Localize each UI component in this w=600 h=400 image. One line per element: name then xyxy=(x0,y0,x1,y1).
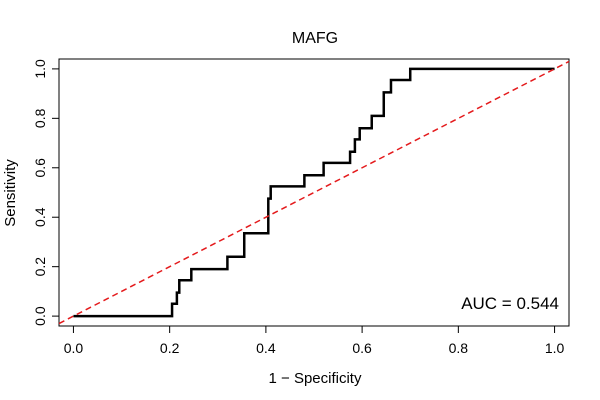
x-tick-label-3: 0.6 xyxy=(352,340,372,356)
x-tick-label-0: 0.0 xyxy=(64,340,84,356)
y-tick-label-2: 0.4 xyxy=(32,207,48,227)
plot-area: 0.0 0.2 0.4 0.6 0.8 1.0 0.0 0.2 0.4 0.6 0.8 1.0 xyxy=(32,58,570,356)
plot-frame xyxy=(58,58,570,327)
y-tick-label-3: 0.6 xyxy=(32,158,48,178)
x-tick-label-5: 1.0 xyxy=(545,340,565,356)
x-tick-label-4: 0.8 xyxy=(449,340,469,356)
y-tick-label-1: 0.2 xyxy=(32,257,48,277)
x-tick-label-2: 0.4 xyxy=(256,340,276,356)
roc-curve-line xyxy=(73,67,555,318)
y-tick-label-5: 1.0 xyxy=(32,59,48,79)
chart-title: MAFG xyxy=(292,30,338,47)
chance-line xyxy=(58,60,570,325)
auc-annotation: AUC = 0.544 xyxy=(461,294,559,313)
y-tick-label-4: 0.8 xyxy=(32,108,48,128)
x-axis-label: 1 − Specificity xyxy=(269,370,362,387)
y-tick-label-0: 0.0 xyxy=(32,306,48,326)
x-tick-label-1: 0.2 xyxy=(160,340,180,356)
y-axis-label: Sensitivity xyxy=(2,159,19,227)
